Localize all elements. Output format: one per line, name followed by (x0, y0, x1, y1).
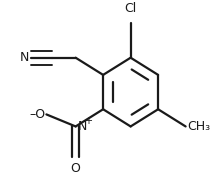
Text: N: N (20, 51, 29, 64)
Text: Cl: Cl (125, 2, 137, 15)
Text: O: O (71, 162, 81, 175)
Text: N: N (78, 120, 87, 133)
Text: +: + (84, 116, 92, 126)
Text: CH₃: CH₃ (188, 120, 211, 133)
Text: –O: –O (29, 108, 46, 121)
